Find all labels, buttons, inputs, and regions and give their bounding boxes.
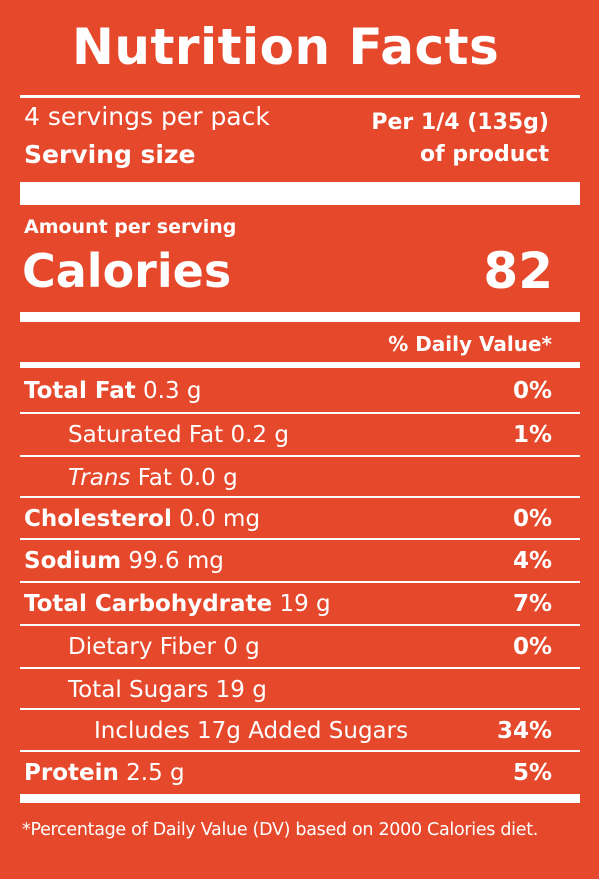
thick-rule bbox=[20, 312, 580, 322]
nutrient-row: Total Carbohydrate 19 g 7% bbox=[20, 583, 552, 623]
nutrient-amount: 0.3 g bbox=[143, 378, 202, 404]
thick-rule bbox=[20, 794, 580, 803]
nutrient-row: Protein 2.5 g 5% bbox=[20, 752, 552, 792]
nutrient-name: Total Fat 0.3 g bbox=[24, 378, 202, 404]
nutrient-amount: 0.0 g bbox=[179, 465, 238, 491]
nutrient-label: Cholesterol bbox=[24, 506, 172, 532]
nutrient-label: Total Fat bbox=[24, 378, 136, 404]
nutrient-label: Fat bbox=[137, 465, 172, 491]
nutrient-amount: 99.6 mg bbox=[128, 548, 224, 574]
nutrient-amount: 0.2 g bbox=[230, 422, 289, 448]
nutrient-amount: 2.5 g bbox=[126, 760, 185, 786]
nutrient-label: Total Sugars bbox=[68, 677, 209, 703]
nutrient-label: Sodium bbox=[24, 548, 122, 574]
nutrient-name: Saturated Fat 0.2 g bbox=[68, 422, 289, 448]
daily-value: 5% bbox=[512, 760, 552, 786]
daily-value: 0% bbox=[512, 378, 552, 404]
serving-size: Serving size bbox=[24, 140, 196, 169]
row-rule bbox=[20, 708, 580, 710]
row-rule bbox=[20, 750, 580, 752]
nutrient-row: Sodium 99.6 mg 4% bbox=[20, 540, 552, 580]
daily-value: 34% bbox=[496, 718, 552, 744]
daily-value: 0% bbox=[512, 506, 552, 532]
row-rule bbox=[20, 624, 580, 626]
nutrient-row: Dietary Fiber 0 g 0% bbox=[20, 626, 552, 666]
nutrient-label: Dietary Fiber bbox=[68, 634, 216, 660]
nutrient-row: Total Sugars 19 g bbox=[20, 669, 552, 709]
nutrient-amount: 19 g bbox=[215, 677, 267, 703]
row-rule bbox=[20, 538, 580, 540]
nutrient-name: Includes 17g Added Sugars bbox=[94, 718, 408, 744]
daily-value: 1% bbox=[512, 422, 552, 448]
title: Nutrition Facts bbox=[72, 18, 500, 76]
nutrient-name: Protein 2.5 g bbox=[24, 760, 185, 786]
row-rule bbox=[20, 412, 580, 414]
thick-rule bbox=[20, 182, 580, 205]
nutrient-amount: 0.0 mg bbox=[179, 506, 261, 532]
nutrient-name: Trans Fat 0.0 g bbox=[68, 465, 238, 491]
nutrient-label: Includes 17g Added Sugars bbox=[94, 718, 409, 744]
calories-value: 82 bbox=[483, 242, 553, 300]
row-rule bbox=[20, 455, 580, 457]
nutrient-label: Saturated Fat bbox=[68, 422, 224, 448]
nutrient-amount: 19 g bbox=[279, 591, 331, 617]
daily-value: 0% bbox=[512, 634, 552, 660]
daily-value: 7% bbox=[512, 591, 552, 617]
row-rule bbox=[20, 496, 580, 498]
row-rule bbox=[20, 667, 580, 669]
serving-amount: Per 1/4 (135g) bbox=[371, 110, 549, 135]
nutrient-amount: 0 g bbox=[223, 634, 260, 660]
footnote: *Percentage of Daily Value (DV) based on… bbox=[22, 820, 539, 840]
nutrient-name: Dietary Fiber 0 g bbox=[68, 634, 260, 660]
nutrient-row: Cholesterol 0.0 mg 0% bbox=[20, 498, 552, 538]
nutrient-name: Total Carbohydrate 19 g bbox=[24, 591, 331, 617]
nutrient-row: Trans Fat 0.0 g bbox=[20, 457, 552, 497]
rule bbox=[20, 95, 580, 98]
nutrient-name: Cholesterol 0.0 mg bbox=[24, 506, 260, 532]
nutrient-name: Total Sugars 19 g bbox=[68, 677, 267, 703]
rule bbox=[20, 362, 580, 368]
amount-per-serving: Amount per serving bbox=[24, 216, 237, 238]
nutrient-row: Saturated Fat 0.2 g 1% bbox=[20, 414, 552, 454]
daily-value-header: % Daily Value* bbox=[388, 332, 552, 356]
nutrient-italic: Trans bbox=[68, 465, 131, 491]
nutrient-row: Total Fat 0.3 g 0% bbox=[20, 370, 552, 410]
daily-value: 4% bbox=[512, 548, 552, 574]
serving-amount: of product bbox=[419, 142, 549, 167]
servings-per-pack: 4 servings per pack bbox=[24, 102, 270, 131]
row-rule bbox=[20, 581, 580, 583]
nutrient-name: Sodium 99.6 mg bbox=[24, 548, 224, 574]
nutrient-label: Protein bbox=[24, 760, 119, 786]
nutrient-label: Total Carbohydrate bbox=[24, 591, 273, 617]
calories-label: Calories bbox=[22, 244, 232, 298]
nutrient-row: Includes 17g Added Sugars 34% bbox=[20, 710, 552, 750]
